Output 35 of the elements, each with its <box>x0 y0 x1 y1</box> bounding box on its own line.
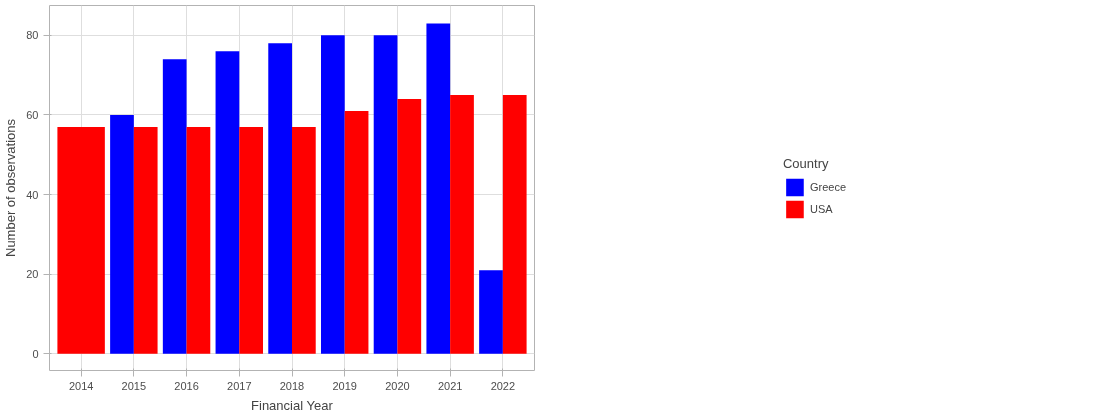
x-axis-title: Financial Year <box>251 397 334 413</box>
x-tick-label: 2014 <box>68 379 94 392</box>
bar <box>397 99 422 354</box>
legend-title: Country <box>782 155 830 171</box>
x-tick-label: 2020 <box>385 379 410 392</box>
y-axis-title: Number of observations <box>3 118 19 258</box>
bar <box>239 126 264 354</box>
legend-label: Greece <box>809 180 847 193</box>
y-tick-label: 20 <box>26 268 39 281</box>
x-tick-label: 2019 <box>332 379 357 392</box>
bar <box>292 126 316 354</box>
bar <box>110 114 134 354</box>
bar <box>133 126 158 354</box>
bar <box>502 95 527 354</box>
bar <box>268 43 292 354</box>
y-tick-label: 40 <box>26 188 39 201</box>
bar <box>450 95 474 354</box>
bar <box>426 23 451 354</box>
bar <box>215 51 240 354</box>
bar <box>479 270 503 354</box>
x-tick-label: 2015 <box>121 379 147 392</box>
y-tick-label: 60 <box>26 108 39 121</box>
x-tick-label: 2018 <box>279 379 305 392</box>
bar <box>162 59 187 354</box>
bar <box>373 35 398 354</box>
bar <box>186 126 211 354</box>
x-tick-label: 2021 <box>437 379 463 392</box>
x-tick-label: 2016 <box>174 379 199 392</box>
y-tick-label: 80 <box>26 29 39 42</box>
x-tick-label: 2022 <box>490 379 516 392</box>
legend-label: USA <box>809 202 833 215</box>
x-tick-label: 2017 <box>227 379 252 392</box>
y-tick-label: 0 <box>32 347 39 360</box>
bar <box>344 110 369 354</box>
bar <box>320 35 345 354</box>
